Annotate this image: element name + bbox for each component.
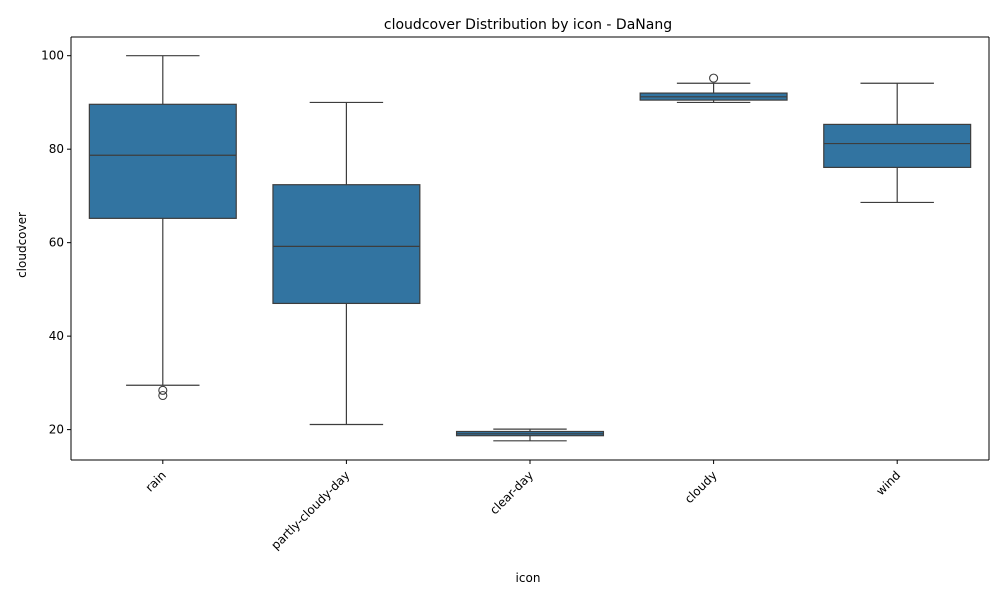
x-axis-label: icon	[516, 571, 541, 585]
box-rain	[88, 103, 237, 219]
chart-title: cloudcover Distribution by icon - DaNang	[384, 17, 672, 33]
y-tick-label-20: 20	[49, 423, 64, 437]
box-wind	[823, 123, 972, 169]
y-tick-label-100: 100	[41, 49, 64, 63]
box-partly-cloudy-day	[272, 184, 421, 305]
y-tick-label-40: 40	[49, 329, 64, 343]
y-tick-label-80: 80	[49, 142, 64, 156]
y-axis-label: cloudcover	[15, 212, 29, 278]
outlier-rain-1	[158, 390, 168, 401]
outlier-cloudy-0	[709, 73, 719, 83]
y-tick-label-60: 60	[49, 236, 64, 250]
outlier-rain-0	[158, 385, 168, 395]
